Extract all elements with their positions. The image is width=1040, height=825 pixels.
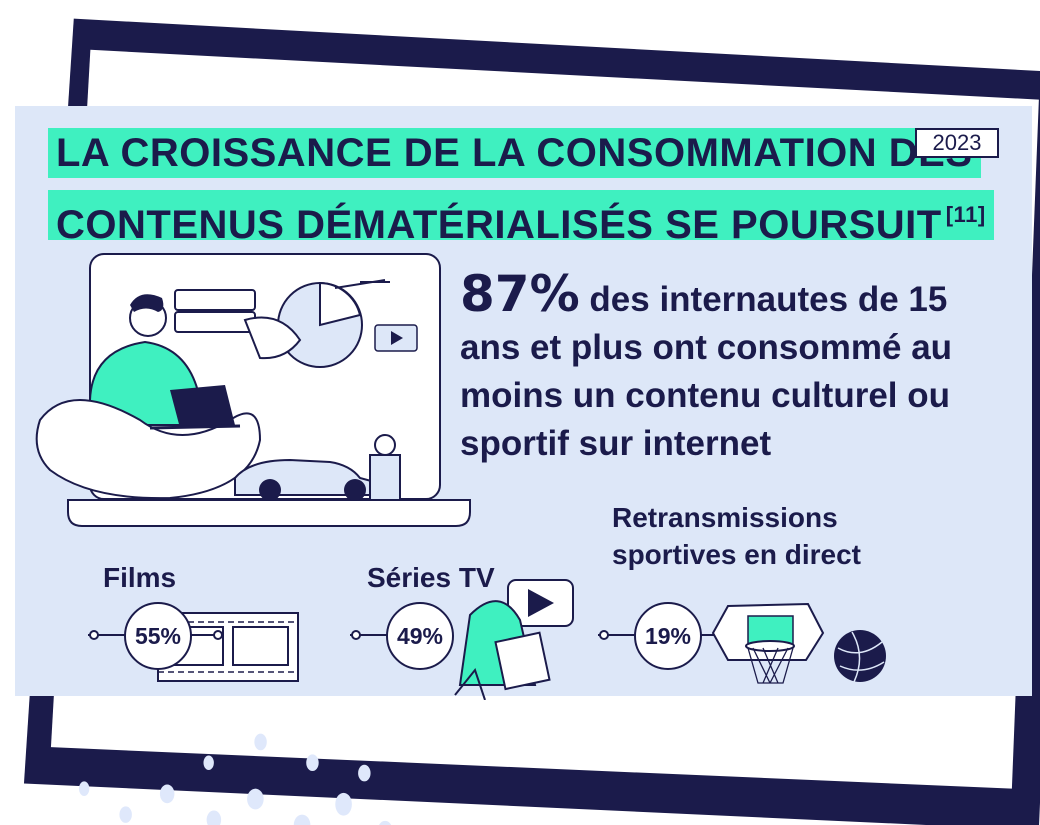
- category-films-label: Films: [103, 562, 177, 593]
- headline-percent: 87%: [460, 265, 580, 323]
- headline-text: des internautes de 15 ans et plus ont co…: [460, 280, 953, 463]
- category-sports-label-line1: Retransmissions: [612, 502, 838, 533]
- basketball-icon: [834, 630, 886, 683]
- basketball-hoop-icon: [598, 602, 825, 684]
- title-line-2-text: CONTENUS DÉMATÉRIALISÉS SE POURSUIT: [56, 203, 942, 247]
- category-series-percent: 49%: [386, 602, 454, 670]
- category-series-label: Séries TV: [367, 562, 495, 593]
- year-badge: 2023: [915, 128, 999, 158]
- play-button-icon: [350, 579, 574, 700]
- category-sports-percent: 19%: [634, 602, 702, 670]
- title-line-1: LA CROISSANCE DE LA CONSOMMATION DES: [48, 128, 981, 178]
- title-line-2: CONTENUS DÉMATÉRIALISÉS SE POURSUIT [11]: [48, 190, 994, 247]
- category-films-percent: 55%: [124, 602, 192, 670]
- category-sports-label-line2: sportives en direct: [612, 539, 861, 570]
- headline-stat: 87% des internautes de 15 ans et plus on…: [460, 269, 1000, 468]
- title-reference: [11]: [945, 202, 986, 227]
- film-strip-icon: [88, 612, 299, 682]
- laptop-user-illustration: [35, 253, 471, 527]
